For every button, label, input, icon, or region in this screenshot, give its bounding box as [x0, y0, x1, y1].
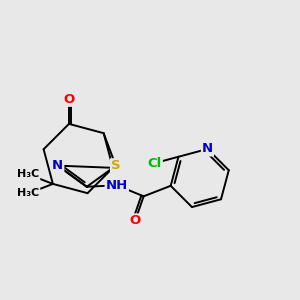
Text: O: O — [63, 93, 75, 106]
Text: O: O — [130, 214, 141, 227]
Text: H₃C: H₃C — [17, 169, 39, 179]
Text: Cl: Cl — [148, 157, 162, 169]
Text: N: N — [202, 142, 213, 155]
Text: NH: NH — [106, 179, 128, 192]
Text: S: S — [111, 159, 121, 172]
Text: H₃C: H₃C — [17, 188, 39, 199]
Text: N: N — [52, 159, 63, 172]
